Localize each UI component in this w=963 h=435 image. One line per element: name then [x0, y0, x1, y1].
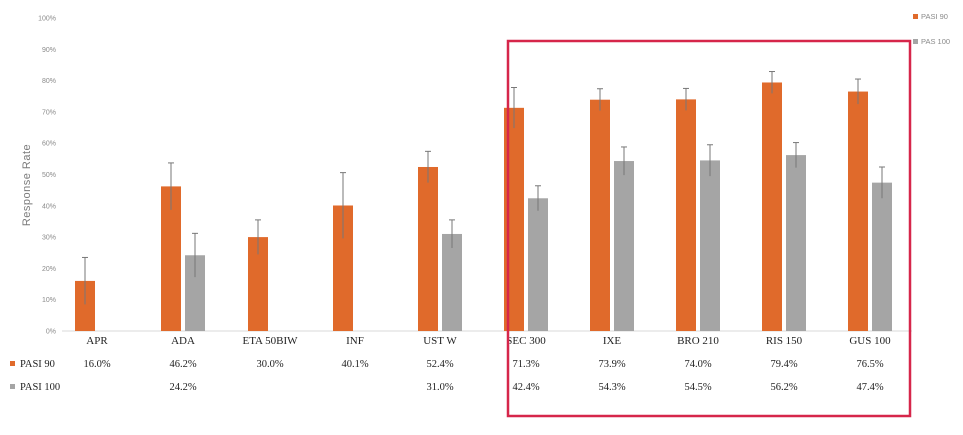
- legend-swatch: [913, 39, 918, 44]
- table-cell: 16.0%: [83, 359, 110, 370]
- y-tick-label: 50%: [42, 172, 56, 179]
- bar-pasi90: [418, 166, 438, 331]
- bars: [75, 71, 892, 332]
- category-labels: APR ADA ETA 50BIW INF UST W SEC 300 IXE BRO 210…: [86, 335, 891, 347]
- y-tick-label: 20%: [42, 266, 56, 273]
- y-axis-label: Response Rate: [21, 144, 33, 226]
- highlight-box: [506, 39, 912, 418]
- category-label: ADA: [171, 335, 195, 347]
- legend-swatch: [913, 14, 918, 19]
- legend: PASI 90 PAS 100: [913, 12, 950, 46]
- table-cell: 56.2%: [770, 382, 797, 393]
- category-label: APR: [86, 335, 108, 347]
- data-table: PASI 90 16.0% 46.2% 30.0% 40.1% 52.4% 71.3% 73.…: [10, 359, 884, 393]
- category-label: INF: [346, 335, 364, 347]
- table-cell: 46.2%: [169, 359, 196, 370]
- y-tick-label: 70%: [42, 109, 56, 116]
- bar-pasi90: [762, 82, 782, 331]
- bar-pasi100: [614, 161, 634, 331]
- category-label: RIS 150: [766, 335, 803, 347]
- bar-pasi90: [161, 186, 181, 331]
- table-cell: 24.2%: [169, 382, 196, 393]
- y-tick-label: 30%: [42, 235, 56, 242]
- y-tick-label: 90%: [42, 47, 56, 54]
- table-cell: 30.0%: [256, 359, 283, 370]
- table-cell: 54.5%: [684, 382, 711, 393]
- bar-pasi100: [872, 182, 892, 331]
- bar-pasi100: [528, 198, 548, 331]
- table-cell: 31.0%: [426, 382, 453, 393]
- table-cell: 54.3%: [598, 382, 625, 393]
- legend-entry: PASI 90: [921, 12, 948, 21]
- legend-entry: PAS 100: [921, 37, 950, 46]
- bar-pasi90: [590, 99, 610, 332]
- bar-pasi100: [700, 160, 720, 331]
- table-swatch: [10, 361, 15, 366]
- bar-pasi90: [848, 91, 868, 332]
- table-cell: 74.0%: [684, 359, 711, 370]
- y-tick-label: 60%: [42, 141, 56, 148]
- table-cell: 47.4%: [856, 382, 883, 393]
- category-label: IXE: [603, 335, 622, 347]
- table-cell: 40.1%: [341, 359, 368, 370]
- table-cell: 73.9%: [598, 359, 625, 370]
- bar-pasi90: [75, 280, 95, 331]
- bar-pasi90: [333, 205, 353, 331]
- category-label: GUS 100: [849, 335, 891, 347]
- bar-pasi90: [248, 237, 268, 331]
- y-tick-label: 10%: [42, 297, 56, 304]
- y-tick-label: 100%: [38, 16, 56, 23]
- table-row-label: PASI 100: [20, 382, 60, 393]
- table-swatch: [10, 384, 15, 389]
- y-tick-labels: 0% 10% 20% 30% 40% 50% 60% 70% 80% 90% 100%: [38, 16, 56, 336]
- table-cell: 76.5%: [856, 359, 883, 370]
- y-tick-label: 80%: [42, 78, 56, 85]
- category-label: SEC 300: [506, 335, 546, 347]
- table-cell: 79.4%: [770, 359, 797, 370]
- table-cell: 42.4%: [512, 382, 539, 393]
- category-label: ETA 50BIW: [242, 335, 298, 347]
- y-tick-label: 40%: [42, 203, 56, 210]
- table-cell: 52.4%: [426, 359, 453, 370]
- bar-pasi100: [442, 233, 462, 331]
- category-label: UST W: [423, 335, 457, 347]
- table-cell: 71.3%: [512, 359, 539, 370]
- bar-pasi100: [786, 155, 806, 331]
- bar-pasi100: [185, 255, 205, 331]
- table-row-label: PASI 90: [20, 359, 55, 370]
- category-label: BRO 210: [677, 335, 719, 347]
- y-tick-label: 0%: [46, 329, 56, 336]
- bar-pasi90: [676, 99, 696, 331]
